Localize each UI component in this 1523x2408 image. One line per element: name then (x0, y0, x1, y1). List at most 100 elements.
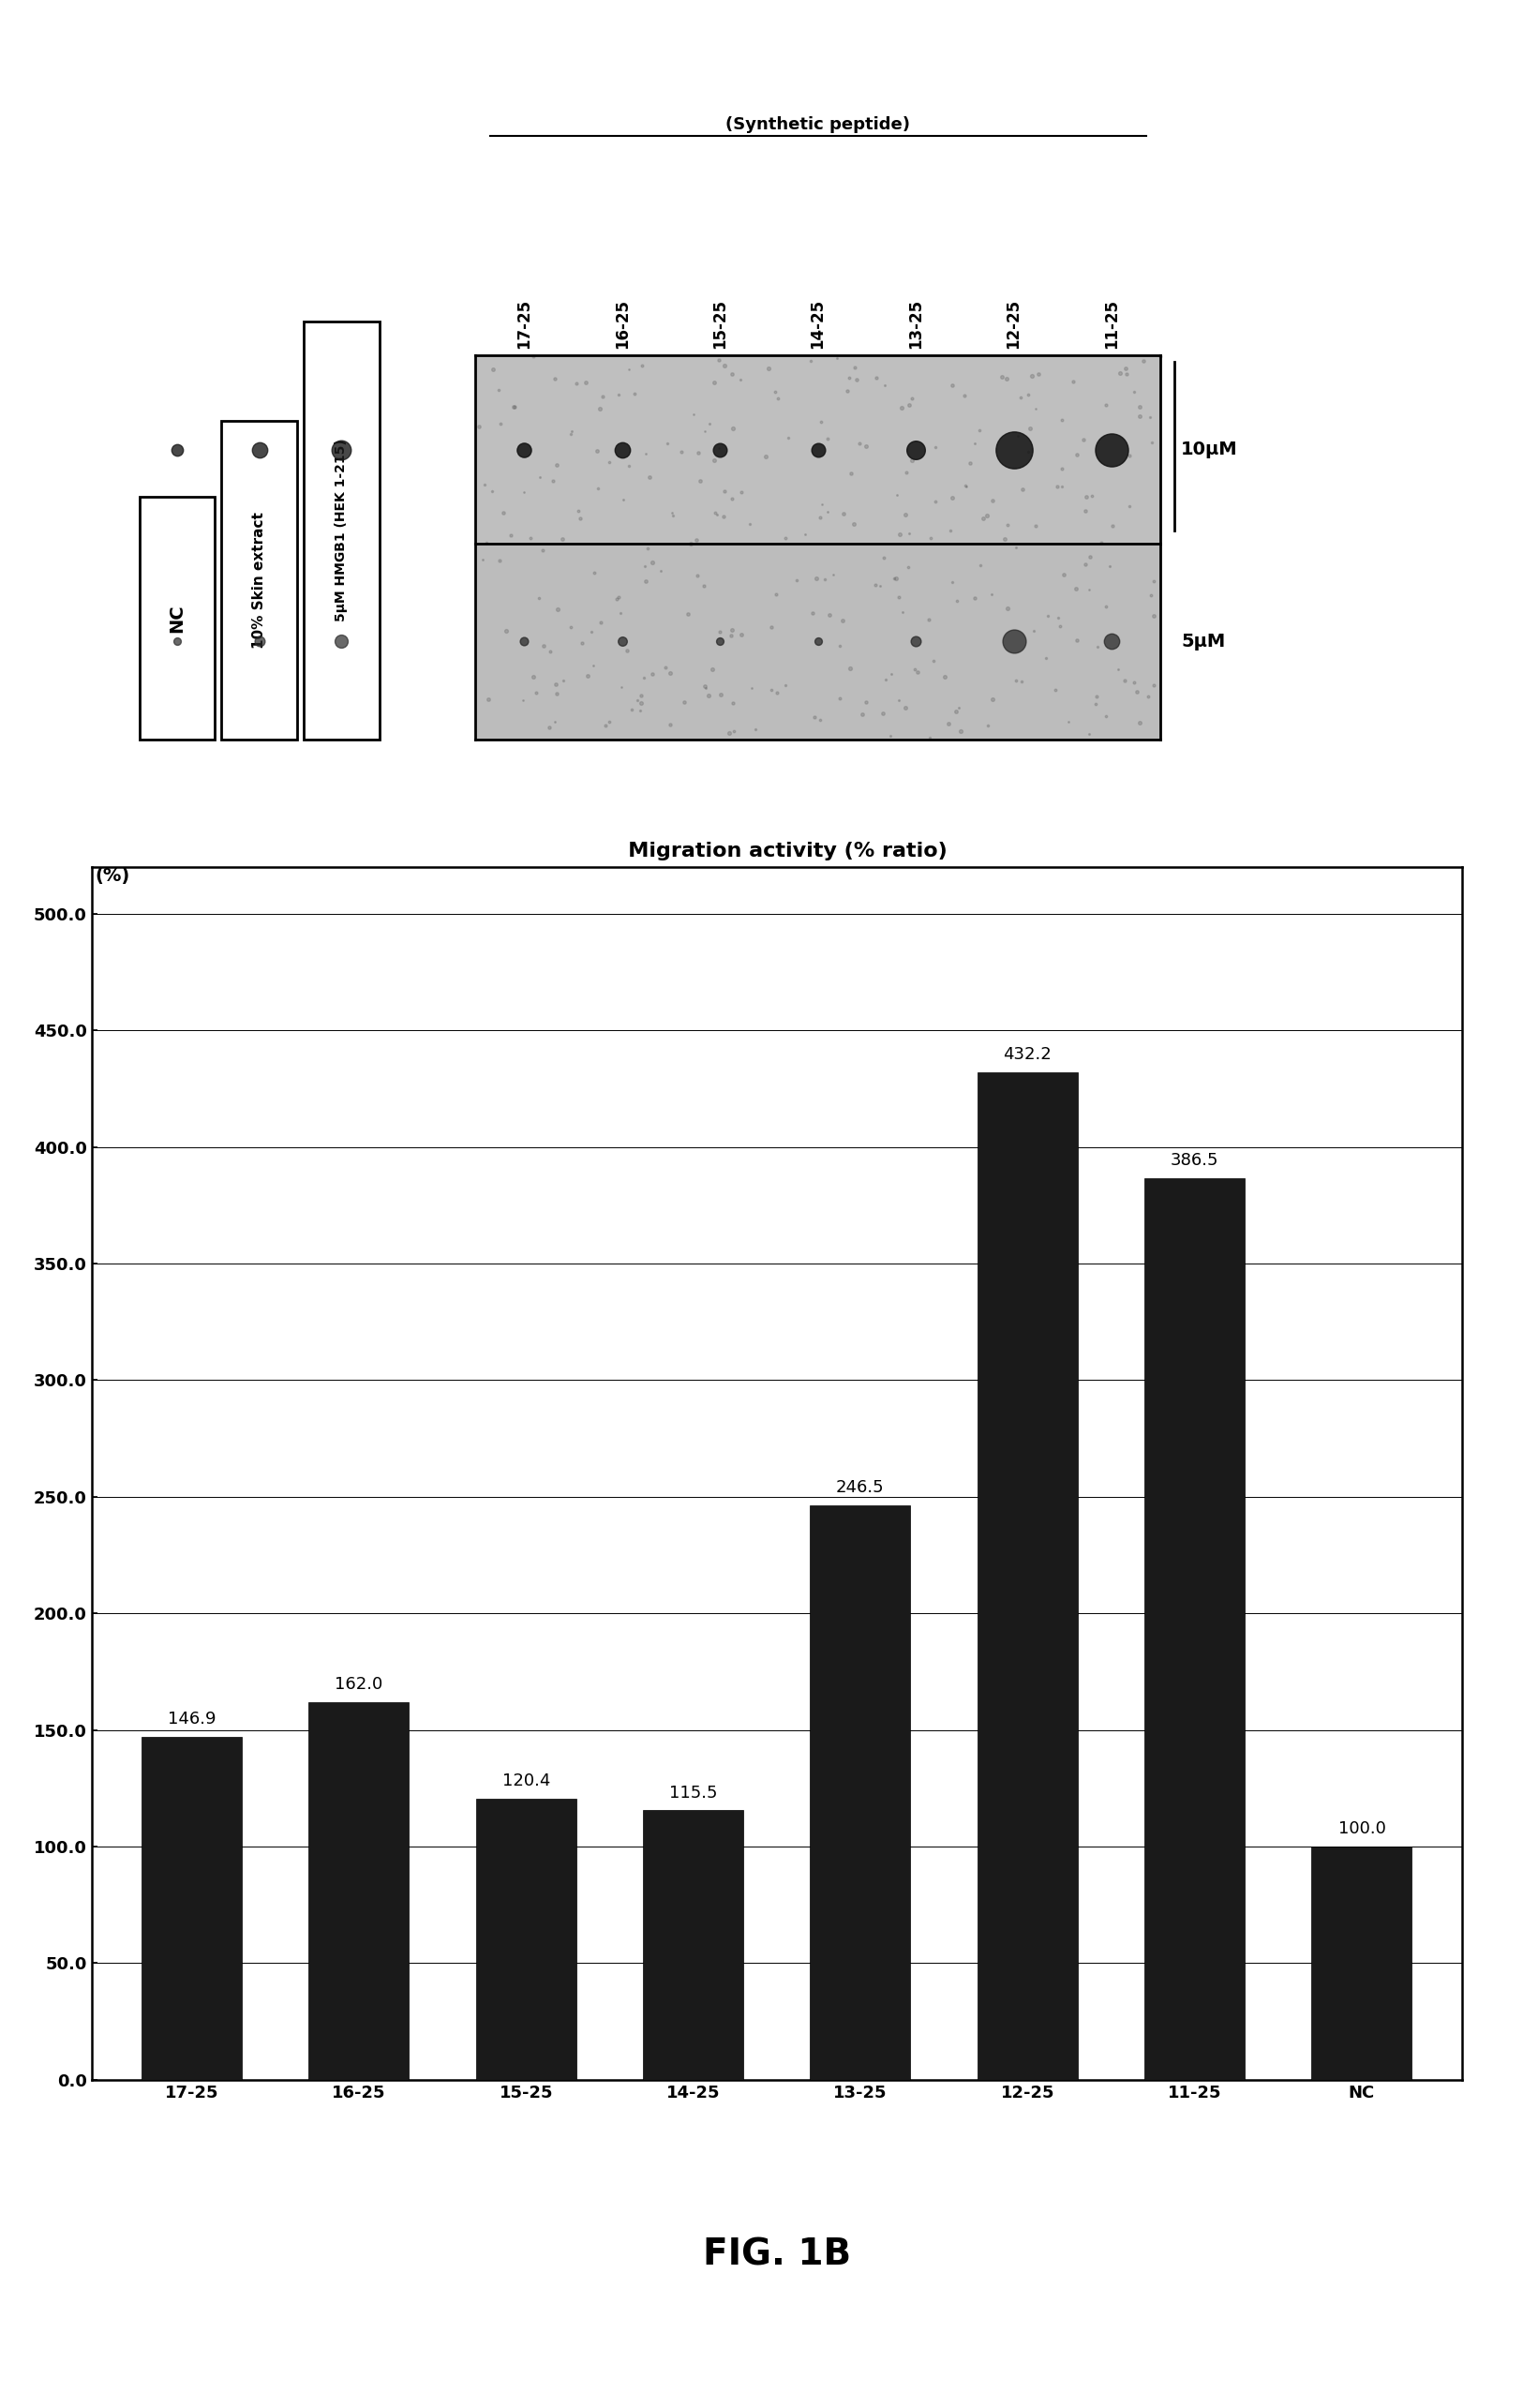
Point (1100, 621, 1124, 660)
Bar (305, 323, 379, 739)
Point (521, 337, 545, 376)
Point (247, 621, 271, 660)
Point (617, 349, 641, 388)
Point (1127, 397, 1151, 436)
Point (594, 706, 618, 744)
Point (958, 443, 982, 482)
Point (947, 689, 972, 727)
Point (883, 559, 908, 597)
Point (722, 713, 746, 751)
Point (850, 694, 874, 732)
Text: (Synthetic peptide): (Synthetic peptide) (725, 116, 911, 132)
Point (1005, 417, 1030, 455)
Point (975, 496, 999, 535)
Point (545, 590, 570, 628)
Point (717, 713, 742, 751)
Text: 5μM HMGB1 (HEK 1-215): 5μM HMGB1 (HEK 1-215) (335, 438, 349, 621)
Point (609, 667, 634, 706)
Point (527, 578, 551, 616)
Point (589, 602, 614, 641)
Point (1122, 373, 1147, 412)
Point (486, 371, 510, 409)
Point (897, 515, 921, 554)
Point (576, 657, 600, 696)
Point (1141, 597, 1165, 636)
Point (1089, 523, 1113, 561)
Point (981, 482, 1005, 520)
Point (1020, 356, 1045, 395)
Point (824, 340, 848, 378)
Point (967, 412, 991, 450)
Point (682, 395, 707, 433)
Text: (%): (%) (94, 867, 129, 886)
Point (740, 669, 765, 708)
Point (1112, 662, 1136, 701)
Point (542, 703, 567, 742)
Point (1083, 684, 1107, 722)
Point (480, 472, 504, 510)
Point (1016, 433, 1040, 472)
Point (559, 607, 583, 645)
Point (1023, 390, 1048, 429)
Point (477, 679, 501, 718)
Point (685, 556, 710, 595)
Point (527, 458, 551, 496)
Text: 12-25: 12-25 (1005, 299, 1022, 349)
Point (1002, 431, 1027, 470)
Point (649, 551, 673, 590)
Text: 146.9: 146.9 (168, 1712, 216, 1729)
Point (979, 576, 1004, 614)
Point (1138, 397, 1162, 436)
Point (693, 412, 717, 450)
Point (995, 359, 1019, 397)
Point (164, 621, 189, 660)
Point (634, 563, 658, 602)
Text: 386.5: 386.5 (1171, 1153, 1218, 1170)
Text: 432.2: 432.2 (1004, 1045, 1052, 1062)
Point (1121, 662, 1145, 701)
Point (923, 482, 947, 520)
Point (975, 706, 999, 744)
Point (329, 431, 353, 470)
Point (1049, 450, 1074, 489)
Point (963, 578, 987, 616)
Point (821, 556, 845, 595)
Point (489, 405, 513, 443)
Point (704, 494, 728, 532)
Point (1094, 385, 1118, 424)
Point (579, 614, 603, 653)
Point (1107, 354, 1132, 393)
Text: FIG. 1B: FIG. 1B (702, 2237, 851, 2273)
Point (678, 525, 702, 563)
Point (1074, 544, 1098, 583)
Point (626, 681, 650, 720)
Text: 16-25: 16-25 (614, 299, 631, 349)
Point (801, 595, 825, 633)
Point (696, 677, 720, 715)
Point (551, 662, 576, 701)
Point (1034, 638, 1058, 677)
Point (512, 474, 536, 513)
Point (564, 364, 588, 402)
Point (512, 621, 536, 660)
Point (807, 498, 832, 537)
Point (952, 376, 976, 414)
Point (627, 691, 652, 730)
Point (938, 510, 963, 549)
Point (617, 445, 641, 484)
Point (765, 576, 789, 614)
Point (611, 482, 635, 520)
Point (871, 539, 896, 578)
Point (501, 388, 525, 426)
Point (775, 419, 800, 458)
Point (490, 494, 515, 532)
Point (707, 429, 731, 467)
Point (629, 677, 653, 715)
Point (1065, 436, 1089, 474)
Point (1115, 354, 1139, 393)
Point (466, 407, 490, 445)
Point (708, 621, 733, 660)
Point (632, 657, 656, 696)
Point (1057, 703, 1081, 742)
Point (608, 595, 632, 633)
